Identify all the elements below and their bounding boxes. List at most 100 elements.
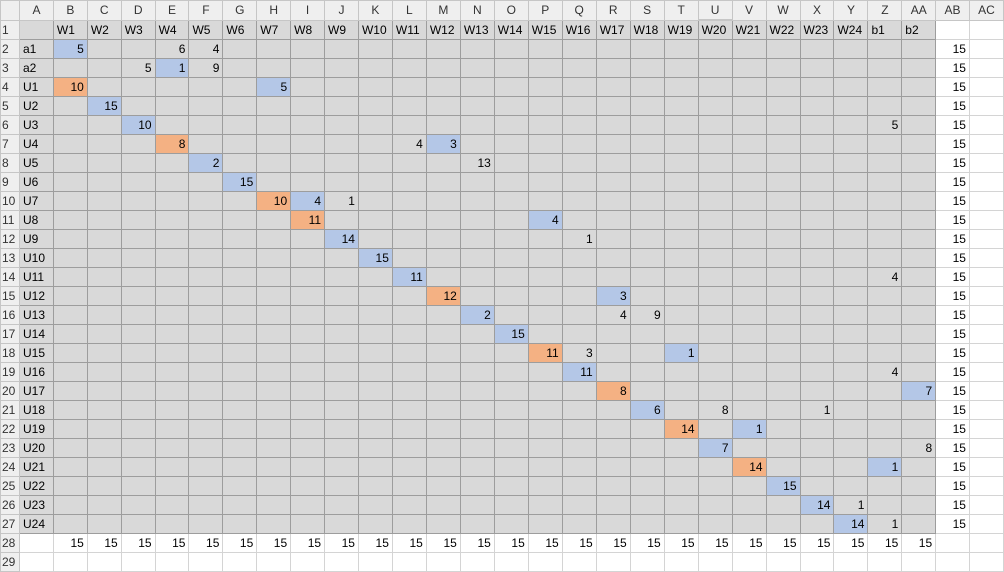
- column-header-z[interactable]: Z: [867, 0, 903, 21]
- cell-y8[interactable]: [833, 153, 869, 173]
- cell-k23[interactable]: [357, 438, 393, 458]
- cell-i3[interactable]: [290, 58, 326, 78]
- cell-t17[interactable]: [663, 324, 699, 344]
- cell-aa16[interactable]: [901, 305, 937, 325]
- cell-g2[interactable]: [222, 39, 258, 59]
- cell-e29[interactable]: [154, 552, 190, 572]
- column-header-f[interactable]: F: [188, 0, 224, 21]
- cell-i8[interactable]: [290, 153, 326, 173]
- cell-a28[interactable]: [18, 533, 54, 553]
- cell-i10[interactable]: 4: [290, 191, 326, 211]
- cell-k26[interactable]: [357, 495, 393, 515]
- cell-e25[interactable]: [154, 476, 190, 496]
- cell-w24[interactable]: [765, 457, 801, 477]
- cell-e11[interactable]: [154, 210, 190, 230]
- cell-n1[interactable]: W13: [459, 19, 495, 40]
- row-header[interactable]: 29: [0, 552, 20, 572]
- cell-w27[interactable]: [765, 514, 801, 534]
- cell-b19[interactable]: [52, 362, 88, 382]
- cell-a23[interactable]: U20: [18, 438, 54, 458]
- cell-q11[interactable]: [561, 210, 597, 230]
- cell-h7[interactable]: [256, 134, 292, 154]
- cell-c23[interactable]: [86, 438, 122, 458]
- cell-w4[interactable]: [765, 77, 801, 97]
- cell-b8[interactable]: [52, 153, 88, 173]
- cell-b7[interactable]: [52, 134, 88, 154]
- cell-e27[interactable]: [154, 514, 190, 534]
- cell-m3[interactable]: [425, 58, 461, 78]
- cell-u25[interactable]: [697, 476, 733, 496]
- cell-d6[interactable]: 10: [120, 115, 156, 135]
- cell-m13[interactable]: [425, 248, 461, 268]
- cell-k14[interactable]: [357, 267, 393, 287]
- cell-j8[interactable]: [324, 153, 359, 173]
- cell-ab11[interactable]: 15: [935, 210, 970, 230]
- cell-c27[interactable]: [86, 514, 122, 534]
- cell-s24[interactable]: [629, 457, 665, 477]
- cell-q23[interactable]: [561, 438, 597, 458]
- cell-y23[interactable]: [833, 438, 869, 458]
- cell-e1[interactable]: W4: [154, 19, 190, 40]
- cell-n12[interactable]: [459, 229, 495, 249]
- cell-k29[interactable]: [357, 552, 393, 572]
- cell-n26[interactable]: [459, 495, 495, 515]
- cell-d20[interactable]: [120, 381, 156, 401]
- cell-z22[interactable]: [867, 419, 903, 439]
- cell-w29[interactable]: [765, 552, 801, 572]
- cell-y13[interactable]: [833, 248, 869, 268]
- cell-l16[interactable]: [391, 305, 427, 325]
- cell-t12[interactable]: [663, 229, 699, 249]
- cell-aa19[interactable]: [901, 362, 937, 382]
- cell-g9[interactable]: 15: [222, 172, 258, 192]
- cell-s13[interactable]: [629, 248, 665, 268]
- cell-s20[interactable]: [629, 381, 665, 401]
- cell-w18[interactable]: [765, 343, 801, 363]
- cell-t24[interactable]: [663, 457, 699, 477]
- cell-o7[interactable]: [493, 134, 529, 154]
- cell-p19[interactable]: [527, 362, 563, 382]
- cell-h16[interactable]: [256, 305, 292, 325]
- cell-j5[interactable]: [324, 96, 359, 116]
- cell-j7[interactable]: [324, 134, 359, 154]
- cell-y6[interactable]: [833, 115, 869, 135]
- cell-u15[interactable]: [697, 286, 733, 306]
- cell-x4[interactable]: [799, 77, 835, 97]
- column-header-w[interactable]: W: [765, 0, 801, 21]
- cell-g15[interactable]: [222, 286, 258, 306]
- cell-ac28[interactable]: [968, 533, 1004, 553]
- cell-q27[interactable]: [561, 514, 597, 534]
- cell-j17[interactable]: [324, 324, 359, 344]
- cell-f10[interactable]: [188, 191, 224, 211]
- column-header-q[interactable]: Q: [561, 0, 597, 21]
- cell-p4[interactable]: [527, 77, 563, 97]
- cell-m27[interactable]: [425, 514, 461, 534]
- cell-z2[interactable]: [867, 39, 903, 59]
- cell-k18[interactable]: [357, 343, 393, 363]
- cell-r21[interactable]: [595, 400, 631, 420]
- cell-c16[interactable]: [86, 305, 122, 325]
- cell-y7[interactable]: [833, 134, 869, 154]
- cell-n24[interactable]: [459, 457, 495, 477]
- cell-a26[interactable]: U23: [18, 495, 54, 515]
- cell-c7[interactable]: [86, 134, 122, 154]
- cell-e22[interactable]: [154, 419, 190, 439]
- cell-z28[interactable]: 15: [867, 533, 903, 553]
- cell-w19[interactable]: [765, 362, 801, 382]
- cell-i22[interactable]: [290, 419, 326, 439]
- cell-v7[interactable]: [731, 134, 767, 154]
- cell-c10[interactable]: [86, 191, 122, 211]
- cell-p8[interactable]: [527, 153, 563, 173]
- cell-r12[interactable]: [595, 229, 631, 249]
- row-header[interactable]: 13: [0, 248, 20, 268]
- row-header[interactable]: 27: [0, 514, 20, 534]
- cell-u28[interactable]: 15: [697, 533, 733, 553]
- cell-l3[interactable]: [391, 58, 427, 78]
- cell-z27[interactable]: 1: [867, 514, 903, 534]
- cell-b5[interactable]: [52, 96, 88, 116]
- cell-h5[interactable]: [256, 96, 292, 116]
- cell-d14[interactable]: [120, 267, 156, 287]
- cell-v9[interactable]: [731, 172, 767, 192]
- cell-r14[interactable]: [595, 267, 631, 287]
- cell-l22[interactable]: [391, 419, 427, 439]
- cell-x29[interactable]: [799, 552, 835, 572]
